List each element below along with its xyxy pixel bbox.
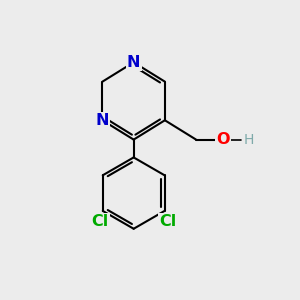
Text: O: O <box>216 132 230 147</box>
Text: Cl: Cl <box>91 214 108 229</box>
Text: H: H <box>244 133 254 147</box>
Text: N: N <box>96 113 109 128</box>
Text: Cl: Cl <box>159 214 176 229</box>
Text: N: N <box>127 55 140 70</box>
